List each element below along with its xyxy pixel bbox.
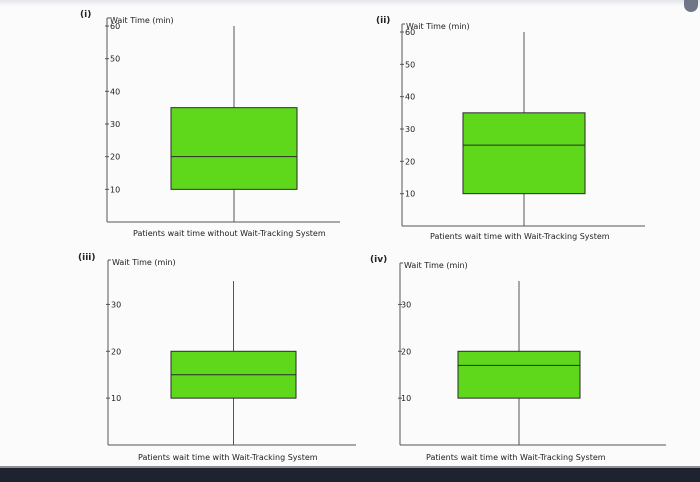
y-axis-title: Wait Time (min): [110, 16, 174, 25]
y-tick-label: 30: [110, 120, 120, 129]
top-shadow: [0, 0, 700, 6]
x-axis-title: Patients wait time with Wait-Tracking Sy…: [426, 453, 606, 462]
bottom-bar: [0, 468, 700, 482]
y-tick-label: 10: [110, 185, 120, 194]
x-axis-title: Patients wait time with Wait-Tracking Sy…: [138, 453, 318, 462]
y-tick-label: 10: [111, 394, 121, 403]
y-tick-label: 30: [111, 300, 121, 309]
y-tick-label: 40: [110, 87, 120, 96]
y-tick-label: 30: [401, 300, 411, 309]
y-tick-label: 20: [401, 347, 411, 356]
y-tick-label: 50: [110, 55, 120, 64]
x-axis-title: Patients wait time with Wait-Tracking Sy…: [430, 232, 610, 241]
y-axis-title: Wait Time (min): [112, 258, 176, 267]
y-tick-label: 20: [111, 347, 121, 356]
y-tick-label: 20: [110, 153, 120, 162]
bottom-divider: [0, 466, 700, 468]
chart-panel-i: (i) Wait Time (min) 10 20 30 40 50 60 Patient…: [0, 0, 360, 245]
panel-label: (i): [80, 10, 92, 20]
y-axis-title: Wait Time (min): [406, 22, 470, 31]
boxplot-chart: 10 20 30: [398, 262, 666, 446]
x-axis-title: Patients wait time without Wait-Tracking…: [133, 229, 326, 238]
boxplot-chart: 10 20 30 40 50 60: [400, 23, 645, 227]
corner-badge: [684, 0, 698, 12]
y-tick-label: 60: [110, 22, 120, 31]
chart-panel-iv: (iv) Wait Time (min) 10 20 30 Patients wai…: [360, 245, 700, 465]
y-tick-label: 20: [405, 157, 415, 166]
iqr-box: [462, 112, 586, 195]
chart-panel-ii: (ii) Wait Time (min) 10 20 30 40 50 60 Patien…: [360, 0, 700, 250]
iqr-box: [457, 350, 581, 399]
y-tick-label: 30: [405, 125, 415, 134]
panel-label: (ii): [376, 16, 391, 26]
chart-panel-iii: (iii) Wait Time (min) 10 20 30 Patients wa…: [0, 245, 360, 465]
iqr-box: [170, 107, 298, 190]
y-tick-label: 10: [405, 190, 415, 199]
boxplot-chart: 10 20 30: [106, 259, 356, 446]
y-tick-label: 40: [405, 93, 415, 102]
panel-label: (iii): [78, 253, 96, 263]
y-tick-label: 50: [405, 60, 415, 69]
y-tick-label: 60: [405, 28, 415, 37]
boxplot-chart: 10 20 30 40 50 60: [105, 17, 340, 223]
y-axis-title: Wait Time (min): [404, 261, 468, 270]
y-tick-label: 10: [401, 394, 411, 403]
panel-label: (iv): [370, 255, 388, 265]
